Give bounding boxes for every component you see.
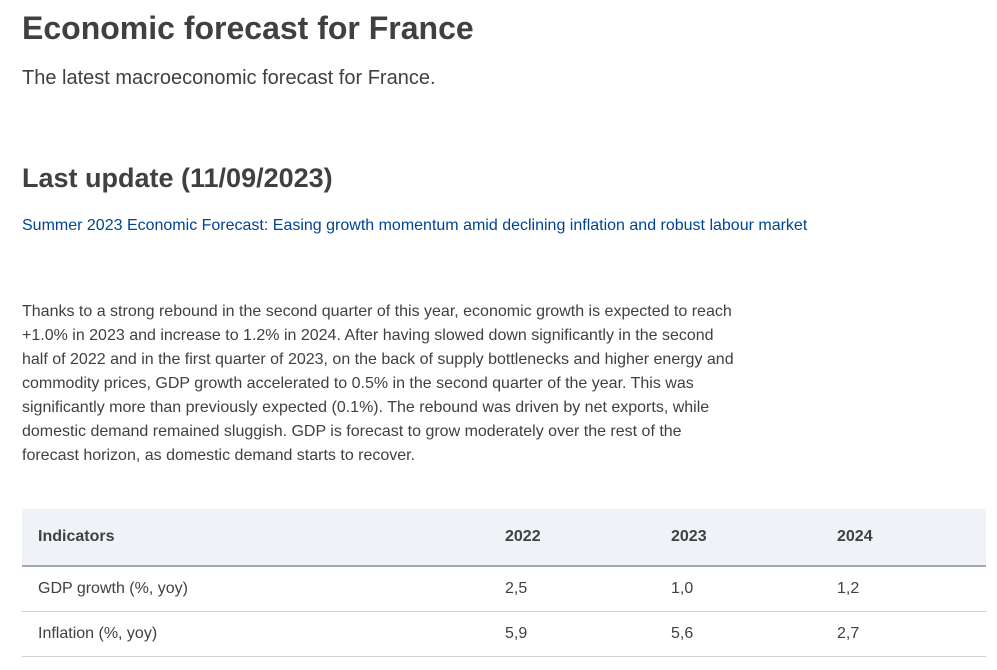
forecast-summary: Thanks to a strong rebound in the second…: [22, 300, 742, 468]
summary-line: domestic demand remained sluggish. GDP i…: [22, 423, 682, 440]
column-header-2022: 2022: [489, 509, 655, 567]
table-cell: 2,7: [821, 611, 986, 657]
last-update-heading: Last update (11/09/2023): [22, 163, 333, 193]
summary-line: half of 2022 and in the first quarter of…: [22, 351, 734, 368]
table-cell: 5,6: [655, 611, 821, 657]
page-title: Economic forecast for France: [22, 10, 474, 46]
table-cell: 1,0: [655, 566, 821, 612]
table-cell: 1,2: [821, 566, 986, 612]
summary-line: +1.0% in 2023 and increase to 1.2% in 20…: [22, 327, 714, 344]
summary-line: Thanks to a strong rebound in the second…: [22, 303, 732, 320]
column-header-2023: 2023: [655, 509, 821, 567]
indicators-table-container: Indicators 2022 2023 2024 GDP growth (%,…: [22, 509, 986, 657]
column-header-2024: 2024: [821, 509, 986, 567]
table-header-row: Indicators 2022 2023 2024: [22, 509, 986, 567]
indicators-table: Indicators 2022 2023 2024 GDP growth (%,…: [22, 509, 986, 657]
forecast-article-link[interactable]: Summer 2023 Economic Forecast: Easing gr…: [22, 217, 808, 234]
table-row: GDP growth (%, yoy) 2,5 1,0 1,2: [22, 566, 986, 612]
table-cell: 5,9: [489, 611, 655, 657]
summary-line: commodity prices, GDP growth accelerated…: [22, 375, 694, 392]
page-subtitle: The latest macroeconomic forecast for Fr…: [22, 67, 436, 89]
indicator-name: Inflation (%, yoy): [22, 611, 489, 657]
column-header-indicators: Indicators: [22, 509, 489, 567]
summary-line: forecast horizon, as domestic demand sta…: [22, 447, 416, 464]
summary-line: significantly more than previously expec…: [22, 399, 710, 416]
table-cell: 2,5: [489, 566, 655, 612]
table-row: Inflation (%, yoy) 5,9 5,6 2,7: [22, 611, 986, 657]
indicator-name: GDP growth (%, yoy): [22, 566, 489, 612]
